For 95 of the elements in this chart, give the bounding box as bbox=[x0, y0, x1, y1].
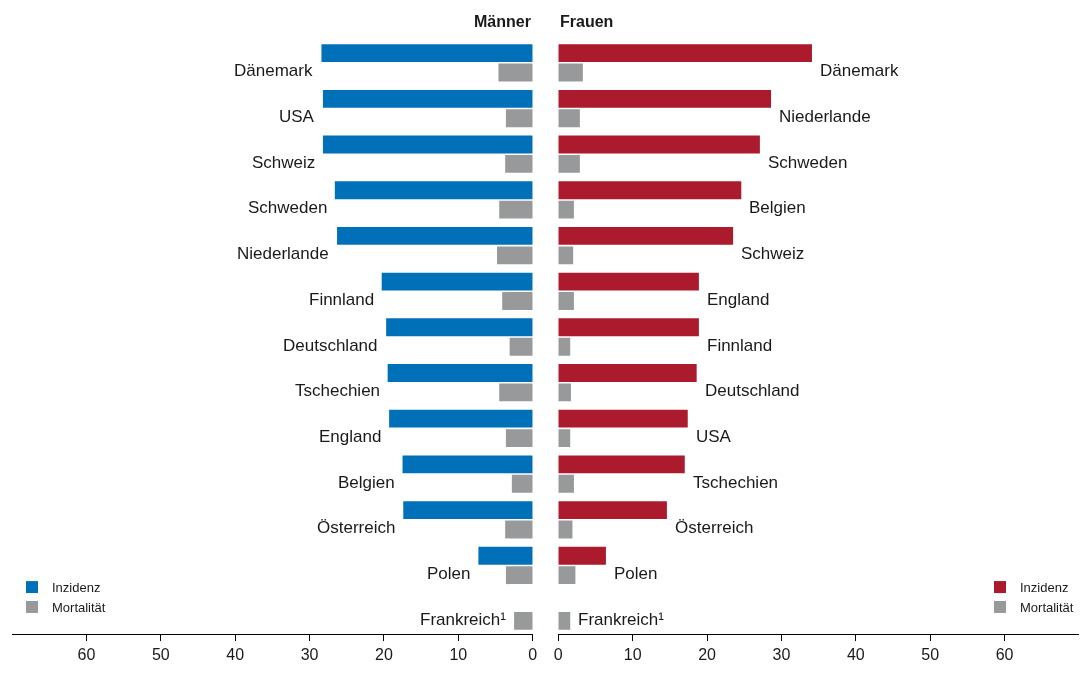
chart-title: Männer bbox=[474, 13, 531, 30]
category-label: Frankreich¹ bbox=[578, 610, 664, 629]
x-tick-label: 30 bbox=[300, 646, 319, 664]
x-tick-label: 40 bbox=[846, 646, 865, 664]
chart-title: Frauen bbox=[560, 13, 614, 30]
category-label: Belgien bbox=[749, 198, 806, 217]
category-label: Dänemark bbox=[820, 61, 899, 80]
bar bbox=[558, 226, 734, 245]
bar bbox=[403, 501, 533, 519]
bar bbox=[499, 200, 533, 219]
bar bbox=[509, 337, 533, 356]
bar bbox=[505, 429, 533, 448]
legend-label: Mortalität bbox=[1020, 600, 1074, 616]
bar bbox=[558, 337, 571, 356]
category-label: Tschechien bbox=[295, 381, 381, 400]
bar bbox=[558, 611, 571, 630]
x-tick-label: 20 bbox=[698, 646, 717, 664]
bar bbox=[558, 109, 580, 128]
x-tick-label: 30 bbox=[772, 646, 791, 664]
bar bbox=[337, 226, 533, 245]
category-label: England bbox=[319, 427, 382, 446]
legend-label: Inzidenz bbox=[1020, 580, 1069, 596]
category-label: Schweiz bbox=[252, 153, 316, 172]
category-label: Dänemark bbox=[234, 61, 313, 80]
bar bbox=[478, 546, 533, 565]
category-label: England bbox=[707, 290, 770, 309]
x-tick-label: 60 bbox=[995, 646, 1014, 664]
category-label: Österreich bbox=[317, 518, 396, 537]
bar bbox=[505, 155, 533, 173]
bar bbox=[387, 364, 533, 382]
bar bbox=[558, 200, 574, 219]
category-label: Österreich bbox=[675, 518, 754, 537]
category-label: Niederlande bbox=[779, 107, 871, 126]
x-tick-label: 0 bbox=[553, 646, 563, 664]
bar bbox=[558, 566, 576, 585]
bar bbox=[322, 135, 533, 154]
bar bbox=[389, 409, 533, 428]
bar bbox=[381, 272, 533, 291]
bar bbox=[558, 63, 583, 82]
category-label: Finnland bbox=[309, 290, 375, 309]
bar bbox=[402, 455, 533, 474]
bar bbox=[558, 429, 571, 448]
category-label: Frankreich¹ bbox=[420, 610, 506, 629]
bar bbox=[558, 474, 574, 493]
bar bbox=[334, 181, 533, 200]
x-tick-label: 10 bbox=[449, 646, 468, 664]
bar bbox=[558, 155, 580, 173]
x-tick-label: 20 bbox=[375, 646, 393, 664]
bar bbox=[322, 89, 533, 108]
category-label: Polen bbox=[614, 564, 658, 583]
bar bbox=[558, 546, 606, 565]
bar bbox=[498, 63, 533, 82]
x-tick-label: 40 bbox=[226, 646, 245, 664]
bar bbox=[505, 566, 533, 585]
x-tick-label: 50 bbox=[151, 646, 170, 664]
bar bbox=[558, 501, 667, 519]
bar bbox=[496, 246, 533, 265]
bar bbox=[505, 109, 533, 128]
bar bbox=[514, 611, 533, 630]
category-label: USA bbox=[279, 107, 314, 126]
x-tick-label: 50 bbox=[921, 646, 940, 664]
bar bbox=[558, 89, 772, 108]
bar bbox=[499, 383, 533, 402]
category-label: Polen bbox=[427, 564, 471, 583]
bar bbox=[502, 292, 533, 310]
bar bbox=[558, 135, 760, 154]
bar bbox=[511, 474, 533, 493]
category-label: Tschechien bbox=[693, 473, 779, 492]
x-tick-label: 10 bbox=[623, 646, 642, 664]
category-label: USA bbox=[696, 427, 731, 446]
bar bbox=[558, 246, 574, 265]
x-tick-label: 0 bbox=[528, 646, 538, 664]
category-label: Deutschland bbox=[705, 381, 800, 400]
bar bbox=[558, 318, 699, 337]
category-label: Schweden bbox=[248, 198, 328, 217]
bar bbox=[558, 364, 697, 382]
category-label: Schweden bbox=[768, 153, 848, 172]
category-label: Deutschland bbox=[283, 336, 378, 355]
legend-label: Inzidenz bbox=[52, 580, 101, 596]
legend-label: Mortalität bbox=[52, 600, 106, 616]
bar bbox=[558, 272, 699, 291]
bar bbox=[558, 409, 688, 428]
bar bbox=[558, 181, 742, 200]
category-label: Niederlande bbox=[237, 244, 329, 263]
category-label: Schweiz bbox=[741, 244, 805, 263]
bar bbox=[505, 520, 533, 539]
bar bbox=[558, 455, 685, 474]
bar bbox=[558, 44, 812, 63]
bar bbox=[321, 44, 533, 63]
bar bbox=[386, 318, 533, 337]
bar bbox=[558, 383, 571, 402]
category-label: Finnland bbox=[707, 336, 773, 355]
category-label: Belgien bbox=[338, 473, 395, 492]
x-tick-label: 60 bbox=[77, 646, 96, 664]
bar bbox=[558, 292, 574, 310]
